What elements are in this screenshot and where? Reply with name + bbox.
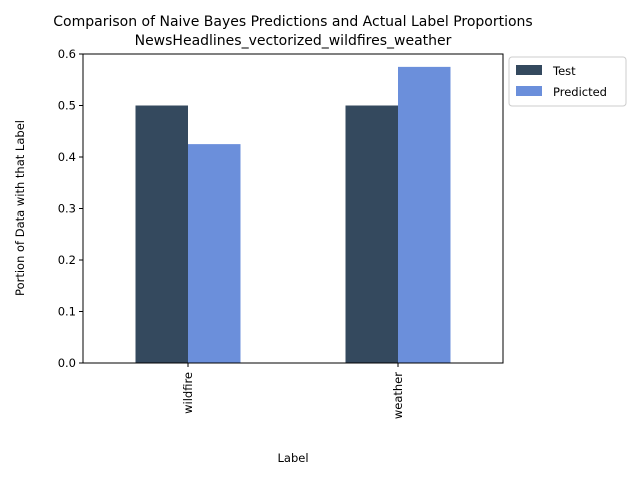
x-axis-label: Label bbox=[277, 451, 308, 465]
y-tick-label: 0.3 bbox=[58, 202, 76, 216]
bar-test-weather bbox=[345, 105, 398, 363]
y-axis-label: Portion of Data with that Label bbox=[13, 120, 27, 296]
legend: Test Predicted bbox=[508, 56, 627, 107]
legend-label-test: Test bbox=[552, 64, 576, 78]
x-tick-label-weather: weather bbox=[391, 372, 405, 419]
bar-test-wildfire bbox=[135, 105, 188, 363]
chart-subtitle: NewsHeadlines_vectorized_wildfires_weath… bbox=[135, 33, 452, 49]
legend-swatch-test bbox=[516, 65, 542, 75]
y-tick-label: 0.2 bbox=[58, 253, 76, 267]
bar-predicted-wildfire bbox=[188, 144, 241, 363]
y-tick-label: 0.5 bbox=[58, 99, 76, 113]
y-tick-label: 0.6 bbox=[58, 47, 76, 61]
y-axis: 0.0 0.1 0.2 0.3 0.4 0.5 0.6 bbox=[58, 47, 83, 370]
legend-label-predicted: Predicted bbox=[553, 85, 607, 99]
bars-group bbox=[135, 66, 451, 363]
y-tick-label: 0.0 bbox=[58, 356, 76, 370]
x-tick-label-wildfire: wildfire bbox=[181, 372, 195, 414]
x-axis: wildfire weather bbox=[181, 363, 405, 419]
legend-swatch-predicted bbox=[516, 86, 542, 96]
y-tick-label: 0.4 bbox=[58, 150, 76, 164]
chart-title: Comparison of Naive Bayes Predictions an… bbox=[53, 14, 532, 30]
y-tick-label: 0.1 bbox=[58, 305, 76, 319]
bar-predicted-weather bbox=[398, 66, 451, 363]
